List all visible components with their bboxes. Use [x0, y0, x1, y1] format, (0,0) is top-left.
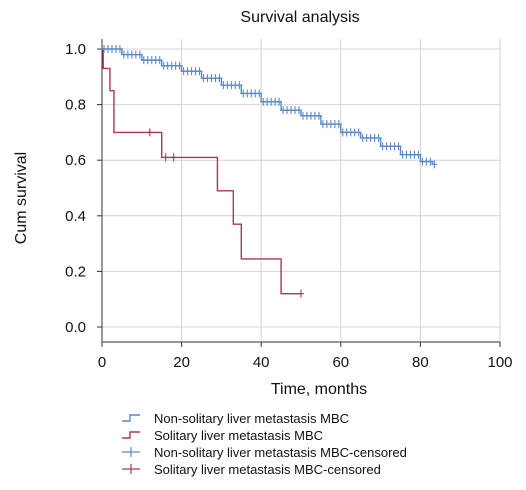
- x-tick-label: 40: [253, 354, 270, 371]
- axis-layer: 0 20 40 60 80 100 0.0 0.2 0.4 0.6 0.8 1.0: [65, 39, 513, 371]
- x-tick-label: 0: [98, 354, 106, 371]
- x-tick-label: 80: [412, 354, 429, 371]
- series-layer: [102, 48, 434, 295]
- legend-item: Solitary liver metastasis MBC-censored: [122, 462, 381, 477]
- legend-item: Non-solitary liver metastasis MBC: [122, 411, 349, 426]
- legend-swatch-step: [122, 431, 140, 439]
- legend-item: Non-solitary liver metastasis MBC-censor…: [122, 445, 407, 460]
- y-tick-label: 0.0: [65, 319, 86, 336]
- legend-item: Solitary liver metastasis MBC: [122, 428, 323, 443]
- grid-layer: [101, 39, 501, 342]
- legend-label: Non-solitary liver metastasis MBC-censor…: [154, 445, 407, 460]
- y-tick-label: 0.2: [65, 263, 86, 280]
- y-tick-label: 0.4: [65, 208, 86, 225]
- legend: Non-solitary liver metastasis MBC Solitar…: [122, 411, 407, 477]
- y-tick-label: 0.8: [65, 97, 86, 114]
- censor-layer: [100, 45, 438, 298]
- legend-label: Solitary liver metastasis MBC-censored: [154, 462, 381, 477]
- chart-title: Survival analysis: [240, 9, 359, 26]
- x-tick-label: 20: [173, 354, 190, 371]
- legend-label: Non-solitary liver metastasis MBC: [154, 411, 349, 426]
- y-tick-label: 0.6: [65, 152, 86, 169]
- series-line-1: [102, 48, 301, 295]
- y-axis-title: Cum survival: [13, 152, 30, 244]
- x-tick-label: 100: [487, 354, 512, 371]
- x-tick-label: 60: [332, 354, 349, 371]
- x-axis-title: Time, months: [271, 381, 367, 398]
- y-tick-label: 1.0: [65, 41, 86, 58]
- legend-swatch-step: [122, 414, 140, 422]
- legend-label: Solitary liver metastasis MBC: [154, 428, 323, 443]
